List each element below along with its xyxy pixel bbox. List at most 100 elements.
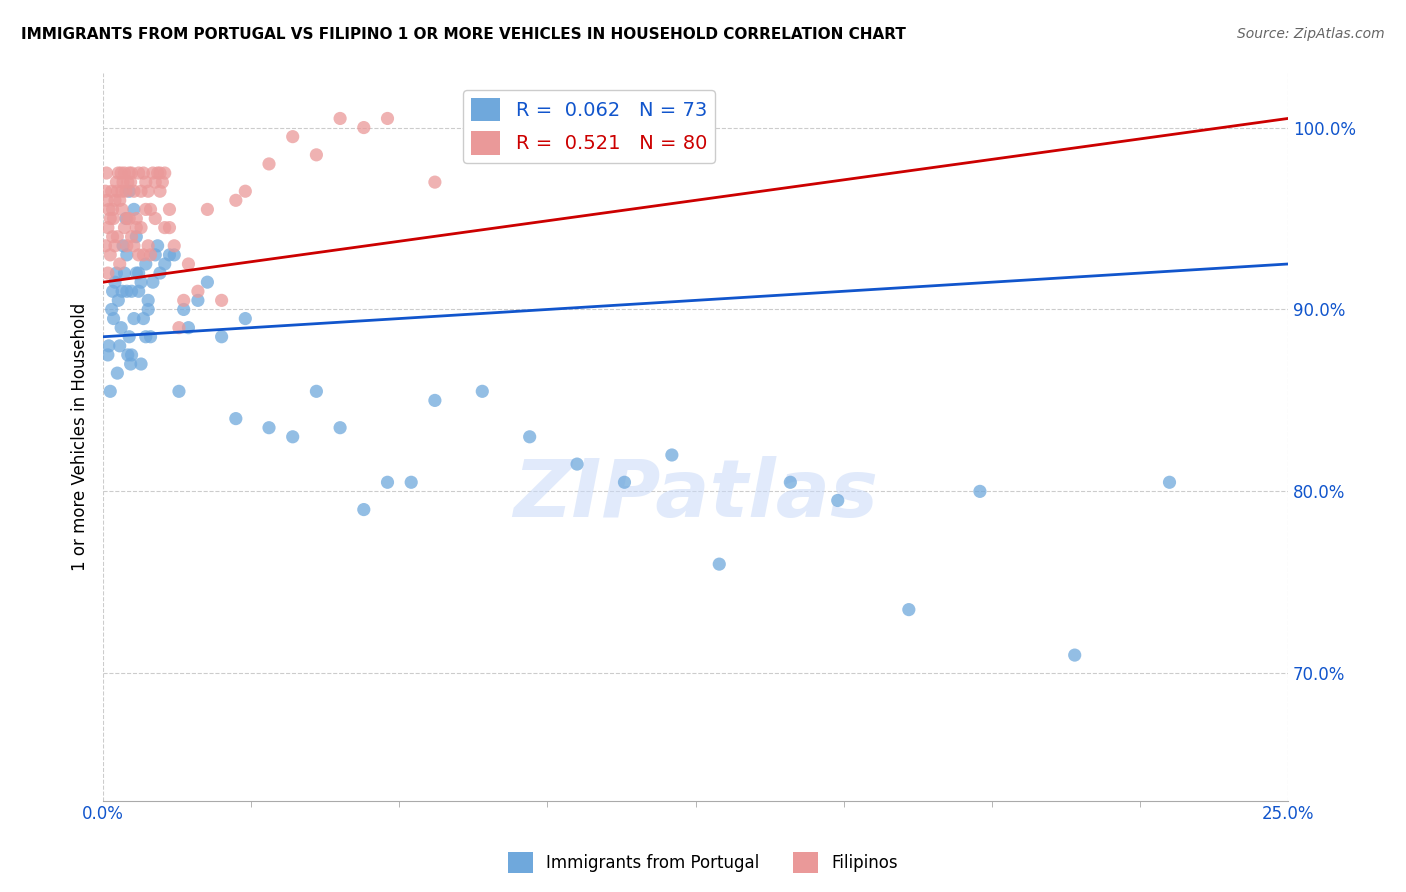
Point	[104, 194, 127, 208]
Point	[565, 457, 588, 471]
Point	[103, 211, 125, 226]
Point	[110, 320, 132, 334]
Point	[97, 348, 120, 362]
Point	[121, 166, 143, 180]
Point	[112, 175, 135, 189]
Point	[104, 275, 127, 289]
Point	[187, 285, 209, 299]
Point	[114, 166, 136, 180]
Point	[117, 348, 139, 362]
Point	[136, 184, 159, 198]
Point	[108, 257, 131, 271]
Point	[125, 211, 148, 226]
Point	[177, 257, 200, 271]
Point	[143, 175, 166, 189]
Point	[117, 175, 139, 189]
Point	[153, 220, 176, 235]
Point	[423, 393, 446, 408]
Point	[136, 239, 159, 253]
Point	[111, 202, 134, 217]
Point	[329, 420, 352, 434]
Point	[377, 112, 399, 126]
Point	[305, 384, 328, 399]
Point	[142, 166, 165, 180]
Point	[132, 248, 155, 262]
Point	[96, 166, 118, 180]
Point	[96, 194, 118, 208]
Point	[121, 229, 143, 244]
Point	[108, 339, 131, 353]
Point	[98, 248, 121, 262]
Point	[135, 257, 157, 271]
Point	[661, 448, 683, 462]
Point	[112, 239, 135, 253]
Point	[897, 602, 920, 616]
Point	[114, 266, 136, 280]
Point	[115, 211, 138, 226]
Point	[122, 239, 145, 253]
Point	[143, 248, 166, 262]
Point	[135, 330, 157, 344]
Point	[98, 211, 121, 226]
Point	[115, 211, 138, 226]
Point	[115, 285, 138, 299]
Point	[139, 202, 162, 217]
Point	[128, 285, 150, 299]
Point	[101, 202, 124, 217]
Text: ZIPatlas: ZIPatlas	[513, 456, 879, 534]
Point	[779, 475, 801, 490]
Point	[225, 411, 247, 425]
Point	[105, 184, 128, 198]
Point	[159, 202, 181, 217]
Point	[827, 493, 849, 508]
Point	[128, 266, 150, 280]
Text: Source: ZipAtlas.com: Source: ZipAtlas.com	[1237, 27, 1385, 41]
Point	[125, 266, 148, 280]
Point	[149, 166, 172, 180]
Point	[110, 166, 132, 180]
Point	[129, 184, 152, 198]
Point	[281, 129, 304, 144]
Point	[94, 184, 117, 198]
Point	[257, 157, 280, 171]
Point	[187, 293, 209, 308]
Point	[153, 257, 176, 271]
Point	[115, 184, 138, 198]
Point	[129, 275, 152, 289]
Point	[104, 239, 127, 253]
Point	[167, 320, 190, 334]
Point	[257, 420, 280, 434]
Point	[139, 248, 162, 262]
Point	[111, 285, 134, 299]
Point	[120, 175, 142, 189]
Point	[173, 302, 195, 317]
Point	[1063, 648, 1085, 662]
Point	[153, 166, 176, 180]
Point	[97, 202, 120, 217]
Point	[105, 229, 128, 244]
Point	[118, 330, 141, 344]
Point	[197, 275, 219, 289]
Point	[197, 202, 219, 217]
Point	[108, 194, 131, 208]
Legend: Immigrants from Portugal, Filipinos: Immigrants from Portugal, Filipinos	[502, 846, 904, 880]
Point	[149, 184, 172, 198]
Point	[100, 184, 122, 198]
Point	[471, 148, 494, 162]
Point	[233, 311, 256, 326]
Point	[353, 502, 375, 516]
Point	[163, 239, 186, 253]
Text: IMMIGRANTS FROM PORTUGAL VS FILIPINO 1 OR MORE VEHICLES IN HOUSEHOLD CORRELATION: IMMIGRANTS FROM PORTUGAL VS FILIPINO 1 O…	[21, 27, 905, 42]
Point	[709, 557, 731, 571]
Point	[233, 184, 256, 198]
Point	[136, 293, 159, 308]
Point	[399, 475, 422, 490]
Point	[129, 357, 152, 371]
Point	[125, 220, 148, 235]
Point	[281, 430, 304, 444]
Point	[1159, 475, 1181, 490]
Point	[132, 166, 155, 180]
Point	[129, 220, 152, 235]
Point	[225, 194, 247, 208]
Point	[132, 311, 155, 326]
